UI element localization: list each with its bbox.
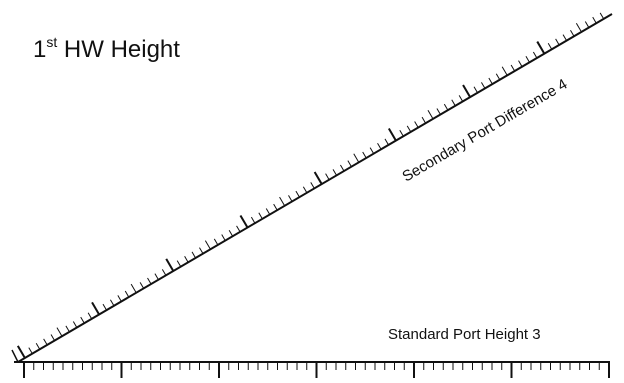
secondary-minor-tick	[50, 334, 56, 341]
secondary-minor-tick	[130, 283, 137, 293]
secondary-scale-label: Secondary Port Difference 4	[399, 76, 570, 186]
secondary-minor-tick	[340, 164, 345, 172]
secondary-minor-tick	[406, 125, 412, 133]
secondary-minor-tick	[525, 56, 530, 63]
secondary-minor-tick	[501, 66, 508, 76]
secondary-minor-tick	[421, 116, 427, 124]
secondary-minor-tick	[28, 347, 33, 354]
standard-scale-label: Standard Port Height 3	[388, 326, 541, 343]
secondary-minor-tick	[236, 225, 241, 233]
secondary-major-tick	[387, 128, 397, 142]
secondary-minor-tick	[427, 109, 434, 120]
secondary-minor-tick	[458, 95, 464, 102]
secondary-major-tick	[313, 171, 323, 185]
secondary-minor-tick	[443, 103, 449, 111]
secondary-minor-tick	[65, 325, 70, 333]
origin-stub	[11, 349, 19, 363]
secondary-minor-tick	[258, 212, 263, 220]
title-prefix: 1	[33, 36, 47, 63]
secondary-minor-tick	[384, 138, 389, 146]
secondary-major-tick	[16, 345, 26, 359]
secondary-minor-tick	[369, 147, 375, 154]
secondary-scale-ticks	[16, 12, 605, 359]
standard-scale-ticks	[23, 362, 610, 378]
secondary-minor-tick	[310, 182, 315, 189]
secondary-minor-tick	[599, 12, 605, 20]
secondary-major-tick	[462, 84, 471, 98]
secondary-port-scale	[16, 12, 613, 363]
diagram-title: 1st HW Height	[33, 34, 180, 64]
secondary-minor-tick	[347, 160, 352, 167]
secondary-major-tick	[536, 41, 546, 55]
secondary-minor-tick	[35, 342, 41, 350]
secondary-minor-tick	[184, 256, 189, 263]
secondary-minor-tick	[176, 260, 182, 267]
secondary-minor-tick	[547, 43, 553, 50]
secondary-minor-tick	[250, 216, 256, 224]
secondary-minor-tick	[139, 282, 145, 289]
secondary-minor-tick	[109, 299, 115, 307]
title-superscript: st	[46, 34, 58, 50]
secondary-minor-tick	[228, 229, 234, 237]
secondary-minor-tick	[332, 169, 337, 176]
secondary-minor-tick	[273, 203, 278, 211]
secondary-scale-axis	[17, 13, 613, 363]
secondary-minor-tick	[451, 99, 456, 107]
secondary-minor-tick	[480, 82, 486, 89]
secondary-minor-tick	[124, 290, 130, 298]
secondary-minor-tick	[436, 108, 441, 115]
secondary-major-tick	[165, 258, 175, 272]
secondary-minor-tick	[213, 238, 219, 246]
secondary-minor-tick	[204, 240, 211, 250]
secondary-minor-tick	[510, 64, 516, 72]
secondary-minor-tick	[325, 173, 330, 180]
secondary-minor-tick	[147, 277, 152, 285]
secondary-minor-tick	[56, 327, 63, 337]
secondary-minor-tick	[584, 21, 590, 28]
secondary-minor-tick	[154, 273, 159, 280]
secondary-minor-tick	[43, 338, 48, 346]
secondary-major-tick	[239, 214, 249, 229]
secondary-minor-tick	[221, 234, 226, 241]
secondary-minor-tick	[362, 151, 367, 159]
secondary-minor-tick	[414, 121, 419, 128]
secondary-minor-tick	[353, 153, 360, 163]
secondary-minor-tick	[117, 295, 122, 302]
secondary-minor-tick	[570, 29, 575, 37]
secondary-minor-tick	[495, 73, 501, 80]
secondary-minor-tick	[161, 269, 167, 276]
secondary-minor-tick	[555, 38, 560, 46]
title-suffix: HW Height	[57, 36, 180, 63]
secondary-minor-tick	[279, 196, 286, 207]
secondary-minor-tick	[575, 23, 582, 33]
secondary-minor-tick	[377, 142, 382, 150]
secondary-minor-tick	[87, 312, 93, 320]
secondary-minor-tick	[399, 129, 404, 137]
secondary-minor-tick	[80, 316, 85, 324]
secondary-minor-tick	[265, 208, 271, 215]
secondary-minor-tick	[295, 190, 300, 198]
secondary-major-tick	[91, 301, 100, 315]
secondary-minor-tick	[72, 321, 78, 328]
secondary-minor-tick	[473, 86, 478, 94]
secondary-minor-tick	[302, 186, 308, 194]
secondary-minor-tick	[102, 303, 107, 311]
standard-port-scale	[14, 361, 610, 378]
secondary-minor-tick	[488, 77, 493, 85]
secondary-minor-tick	[592, 16, 597, 24]
secondary-minor-tick	[199, 247, 204, 254]
secondary-minor-tick	[191, 251, 197, 259]
secondary-minor-tick	[562, 34, 568, 41]
secondary-minor-tick	[518, 60, 523, 67]
secondary-minor-tick	[532, 51, 538, 59]
secondary-minor-tick	[288, 195, 293, 202]
